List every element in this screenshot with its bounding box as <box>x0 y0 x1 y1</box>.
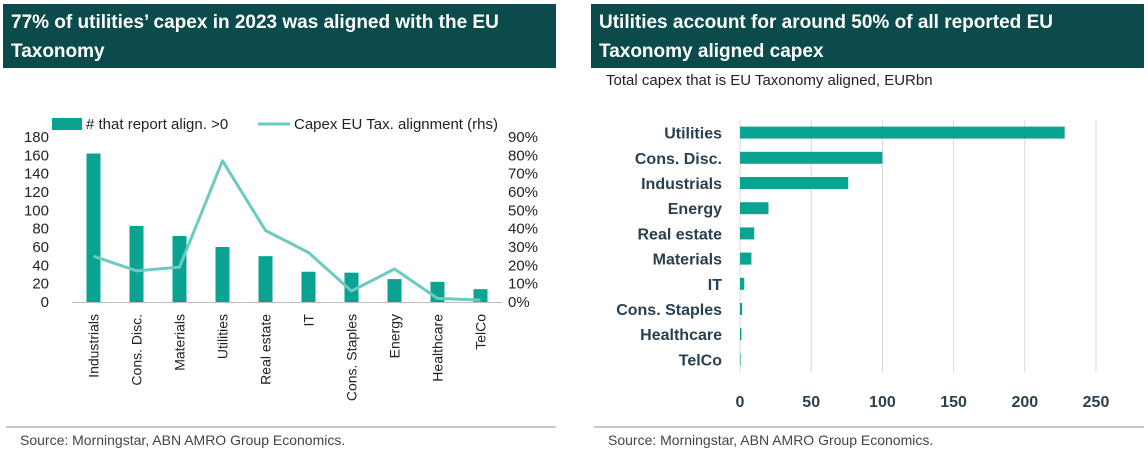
bar <box>129 225 144 302</box>
right-y-tick-label: 30% <box>508 239 538 256</box>
left-source-note: Source: Morningstar, ABN AMRO Group Econ… <box>20 432 346 448</box>
bar <box>86 153 101 302</box>
bar <box>740 151 883 164</box>
y-category-label: Cons. Staples <box>616 302 722 319</box>
y-category-label: TelCo <box>679 352 722 369</box>
right-source-note: Source: Morningstar, ABN AMRO Group Econ… <box>608 432 934 448</box>
y-category-label: Utilities <box>664 126 722 143</box>
x-tick-label: 100 <box>869 394 896 411</box>
left-chart-title: 77% of utilities’ capex in 2023 was alig… <box>3 4 556 68</box>
right-y-tick-label: 50% <box>508 202 538 219</box>
right-y-tick-label: 90% <box>508 129 538 146</box>
x-category-label: Materials <box>172 314 188 371</box>
left-source-divider <box>6 426 556 428</box>
legend-bar-label: # that report align. >0 <box>86 116 228 133</box>
right-source-divider <box>594 426 1144 428</box>
y-category-label: Healthcare <box>640 327 722 344</box>
x-tick-label: 150 <box>940 394 967 411</box>
bar <box>387 279 402 302</box>
x-category-label: Industrials <box>86 314 102 378</box>
bar <box>740 328 742 341</box>
x-category-label: Cons. Staples <box>344 314 360 401</box>
left-chart-panel: 77% of utilities’ capex in 2023 was alig… <box>0 0 556 452</box>
right-chart-panel: Utilities account for around 50% of all … <box>588 0 1144 452</box>
bar <box>740 252 752 265</box>
left-y-tick-label: 140 <box>24 166 49 183</box>
line-series <box>93 159 481 302</box>
left-y-tick-label: 120 <box>24 184 49 201</box>
right-chart-svg: 0 50 100 150 200 250 Utilities Cons. Disc. Indus… <box>616 120 1110 411</box>
right-y-tick-label: 60% <box>508 184 538 201</box>
y-category-label: IT <box>708 277 722 294</box>
x-category-label: Utilities <box>215 314 231 359</box>
bar <box>258 256 273 302</box>
right-y-tick-label: 80% <box>508 147 538 164</box>
bar <box>740 303 743 315</box>
x-tick-label: 0 <box>736 394 745 411</box>
right-y-tick-label: 10% <box>508 276 538 293</box>
bar <box>740 202 769 215</box>
right-y-tick-label: 0% <box>508 294 530 311</box>
x-tick-label: 50 <box>802 394 820 411</box>
x-category-label: Real estate <box>258 314 274 385</box>
x-category-label: TelCo <box>473 314 489 350</box>
right-chart-subtitle: Total capex that is EU Taxonomy aligned,… <box>606 72 933 89</box>
left-y-tick-label: 160 <box>24 147 49 164</box>
bar <box>172 236 187 302</box>
right-y-tick-label: 40% <box>508 221 538 238</box>
bar <box>740 177 849 189</box>
bar <box>740 277 745 290</box>
left-y-tick-label: 100 <box>24 202 49 219</box>
left-y-tick-label: 0 <box>41 294 49 311</box>
legend-bar-swatch <box>52 118 82 130</box>
bar <box>740 126 1065 139</box>
y-category-label: Materials <box>653 252 722 269</box>
left-y-tick-label: 80 <box>32 221 49 238</box>
y-category-label: Industrials <box>641 176 722 193</box>
right-chart-title: Utilities account for around 50% of all … <box>591 4 1144 68</box>
x-category-label: Cons. Disc. <box>129 314 145 386</box>
x-category-label: IT <box>301 314 317 327</box>
right-y-tick-label: 20% <box>508 257 538 274</box>
left-y-tick-label: 60 <box>32 239 49 256</box>
legend-line-label: Capex EU Tax. alignment (rhs) <box>294 116 498 133</box>
bar <box>344 272 359 302</box>
right-y-tick-label: 70% <box>508 166 538 183</box>
x-tick-label: 200 <box>1011 394 1038 411</box>
left-y-tick-label: 180 <box>24 129 49 146</box>
y-category-label: Cons. Disc. <box>635 151 722 168</box>
left-y-tick-label: 20 <box>32 276 49 293</box>
bar <box>740 227 755 240</box>
x-category-label: Energy <box>387 314 403 358</box>
x-tick-label: 250 <box>1083 394 1110 411</box>
left-y-tick-label: 40 <box>32 257 49 274</box>
bar <box>740 353 741 366</box>
x-category-label: Healthcare <box>430 314 446 382</box>
y-category-label: Energy <box>668 201 722 218</box>
bar <box>301 271 316 302</box>
bar <box>215 247 230 302</box>
y-category-label: Real estate <box>638 226 723 243</box>
